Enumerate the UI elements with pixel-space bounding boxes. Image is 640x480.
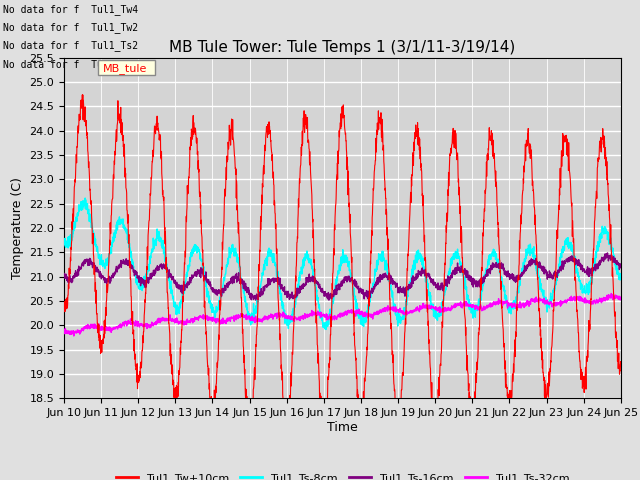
Text: No data for f  Tul1_Ts2: No data for f Tul1_Ts2 bbox=[3, 40, 138, 51]
Text: No data for f  Tul1_Tw4: No data for f Tul1_Tw4 bbox=[3, 4, 138, 15]
Text: No data for f  Tul1_Ts: No data for f Tul1_Ts bbox=[3, 59, 132, 70]
Y-axis label: Temperature (C): Temperature (C) bbox=[11, 177, 24, 279]
Text: No data for f  Tul1_Tw2: No data for f Tul1_Tw2 bbox=[3, 22, 138, 33]
Text: MB_tule: MB_tule bbox=[102, 63, 147, 74]
Legend: Tul1_Tw+10cm, Tul1_Ts-8cm, Tul1_Ts-16cm, Tul1_Ts-32cm: Tul1_Tw+10cm, Tul1_Ts-8cm, Tul1_Ts-16cm,… bbox=[111, 468, 573, 480]
Title: MB Tule Tower: Tule Temps 1 (3/1/11-3/19/14): MB Tule Tower: Tule Temps 1 (3/1/11-3/19… bbox=[169, 40, 516, 55]
X-axis label: Time: Time bbox=[327, 421, 358, 434]
